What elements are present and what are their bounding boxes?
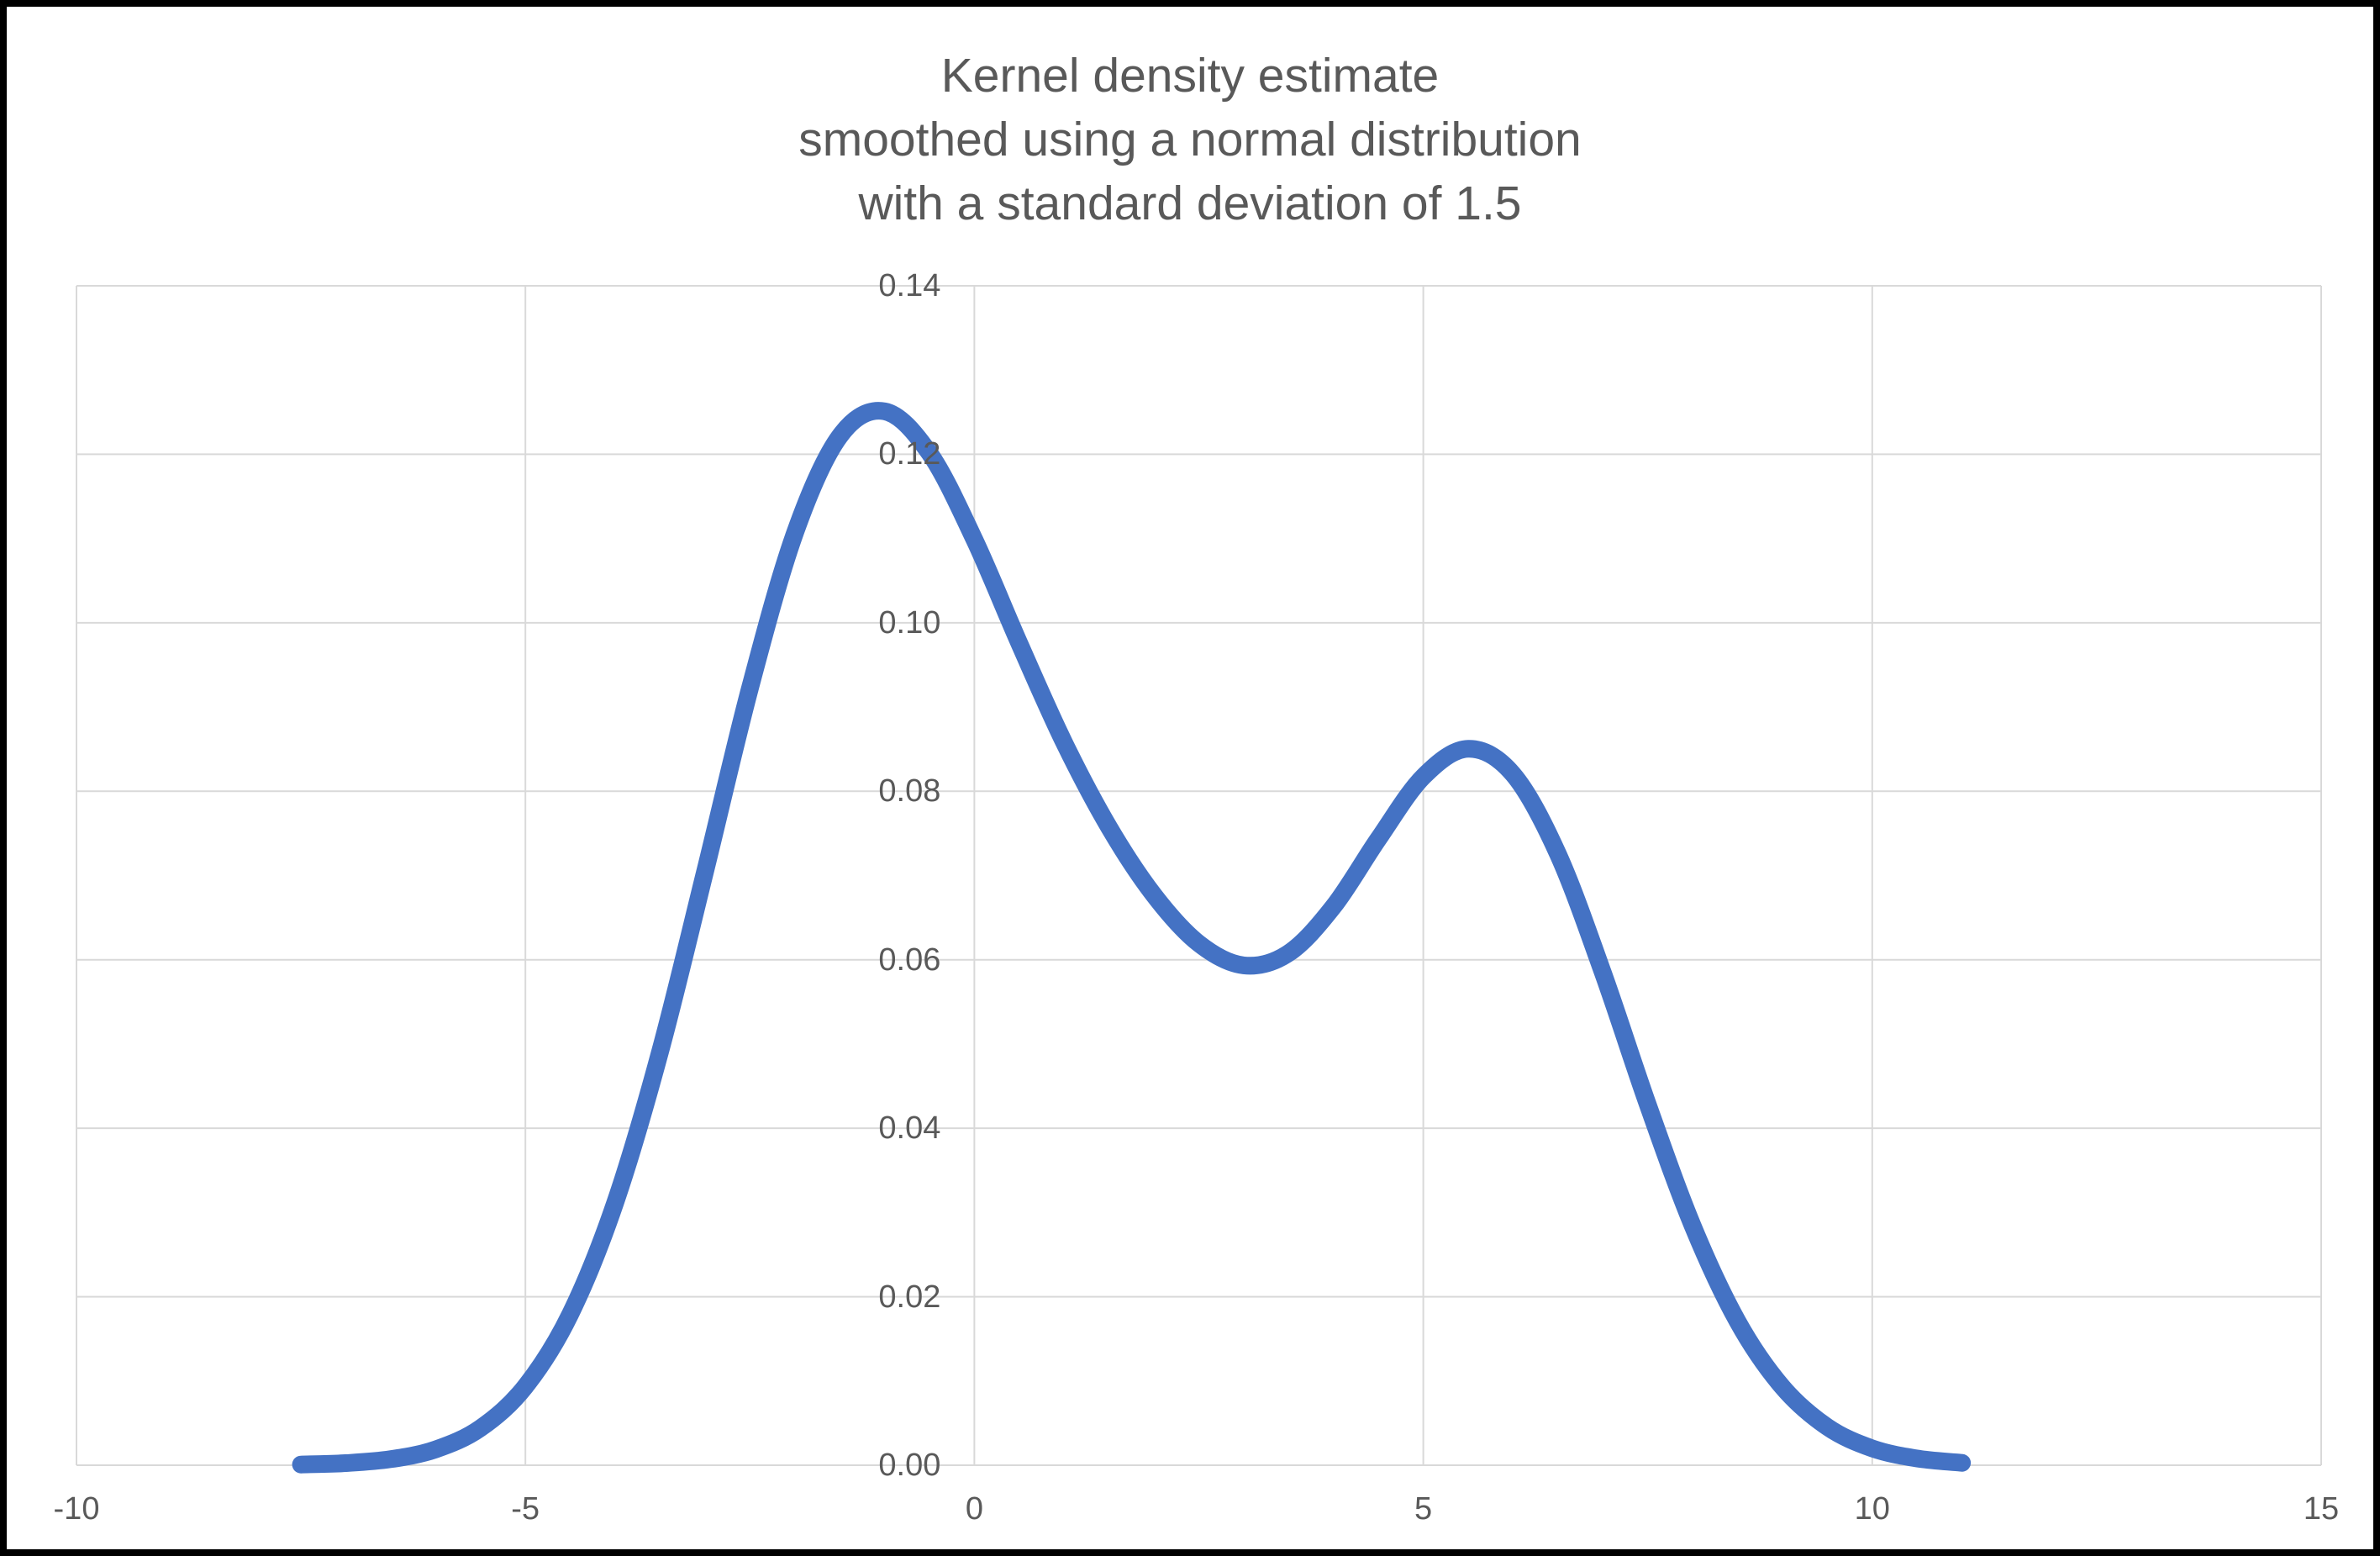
x-tick-label: 5 bbox=[1414, 1491, 1433, 1527]
y-tick-label: 0.04 bbox=[878, 1110, 941, 1147]
y-tick-label: 0.08 bbox=[878, 773, 941, 810]
x-tick-label: -10 bbox=[53, 1491, 100, 1527]
plot-area bbox=[76, 285, 2322, 1474]
y-tick-label: 0.12 bbox=[878, 436, 941, 472]
x-tick-label: -5 bbox=[511, 1491, 540, 1527]
x-tick-label: 0 bbox=[965, 1491, 983, 1527]
kde-curve bbox=[292, 402, 1972, 1474]
y-tick-label: 0.02 bbox=[878, 1279, 941, 1315]
x-tick-label: 15 bbox=[2303, 1491, 2340, 1527]
x-tick-label: 10 bbox=[1854, 1491, 1890, 1527]
chart-title: Kernel density estimate smoothed using a… bbox=[798, 49, 1582, 230]
y-tick-label: 0.14 bbox=[878, 268, 941, 303]
y-tick-label: 0.00 bbox=[878, 1448, 941, 1483]
y-tick-label: 0.10 bbox=[878, 604, 941, 641]
kde-curve-plot bbox=[76, 285, 2322, 1474]
y-tick-label: 0.06 bbox=[878, 942, 941, 978]
